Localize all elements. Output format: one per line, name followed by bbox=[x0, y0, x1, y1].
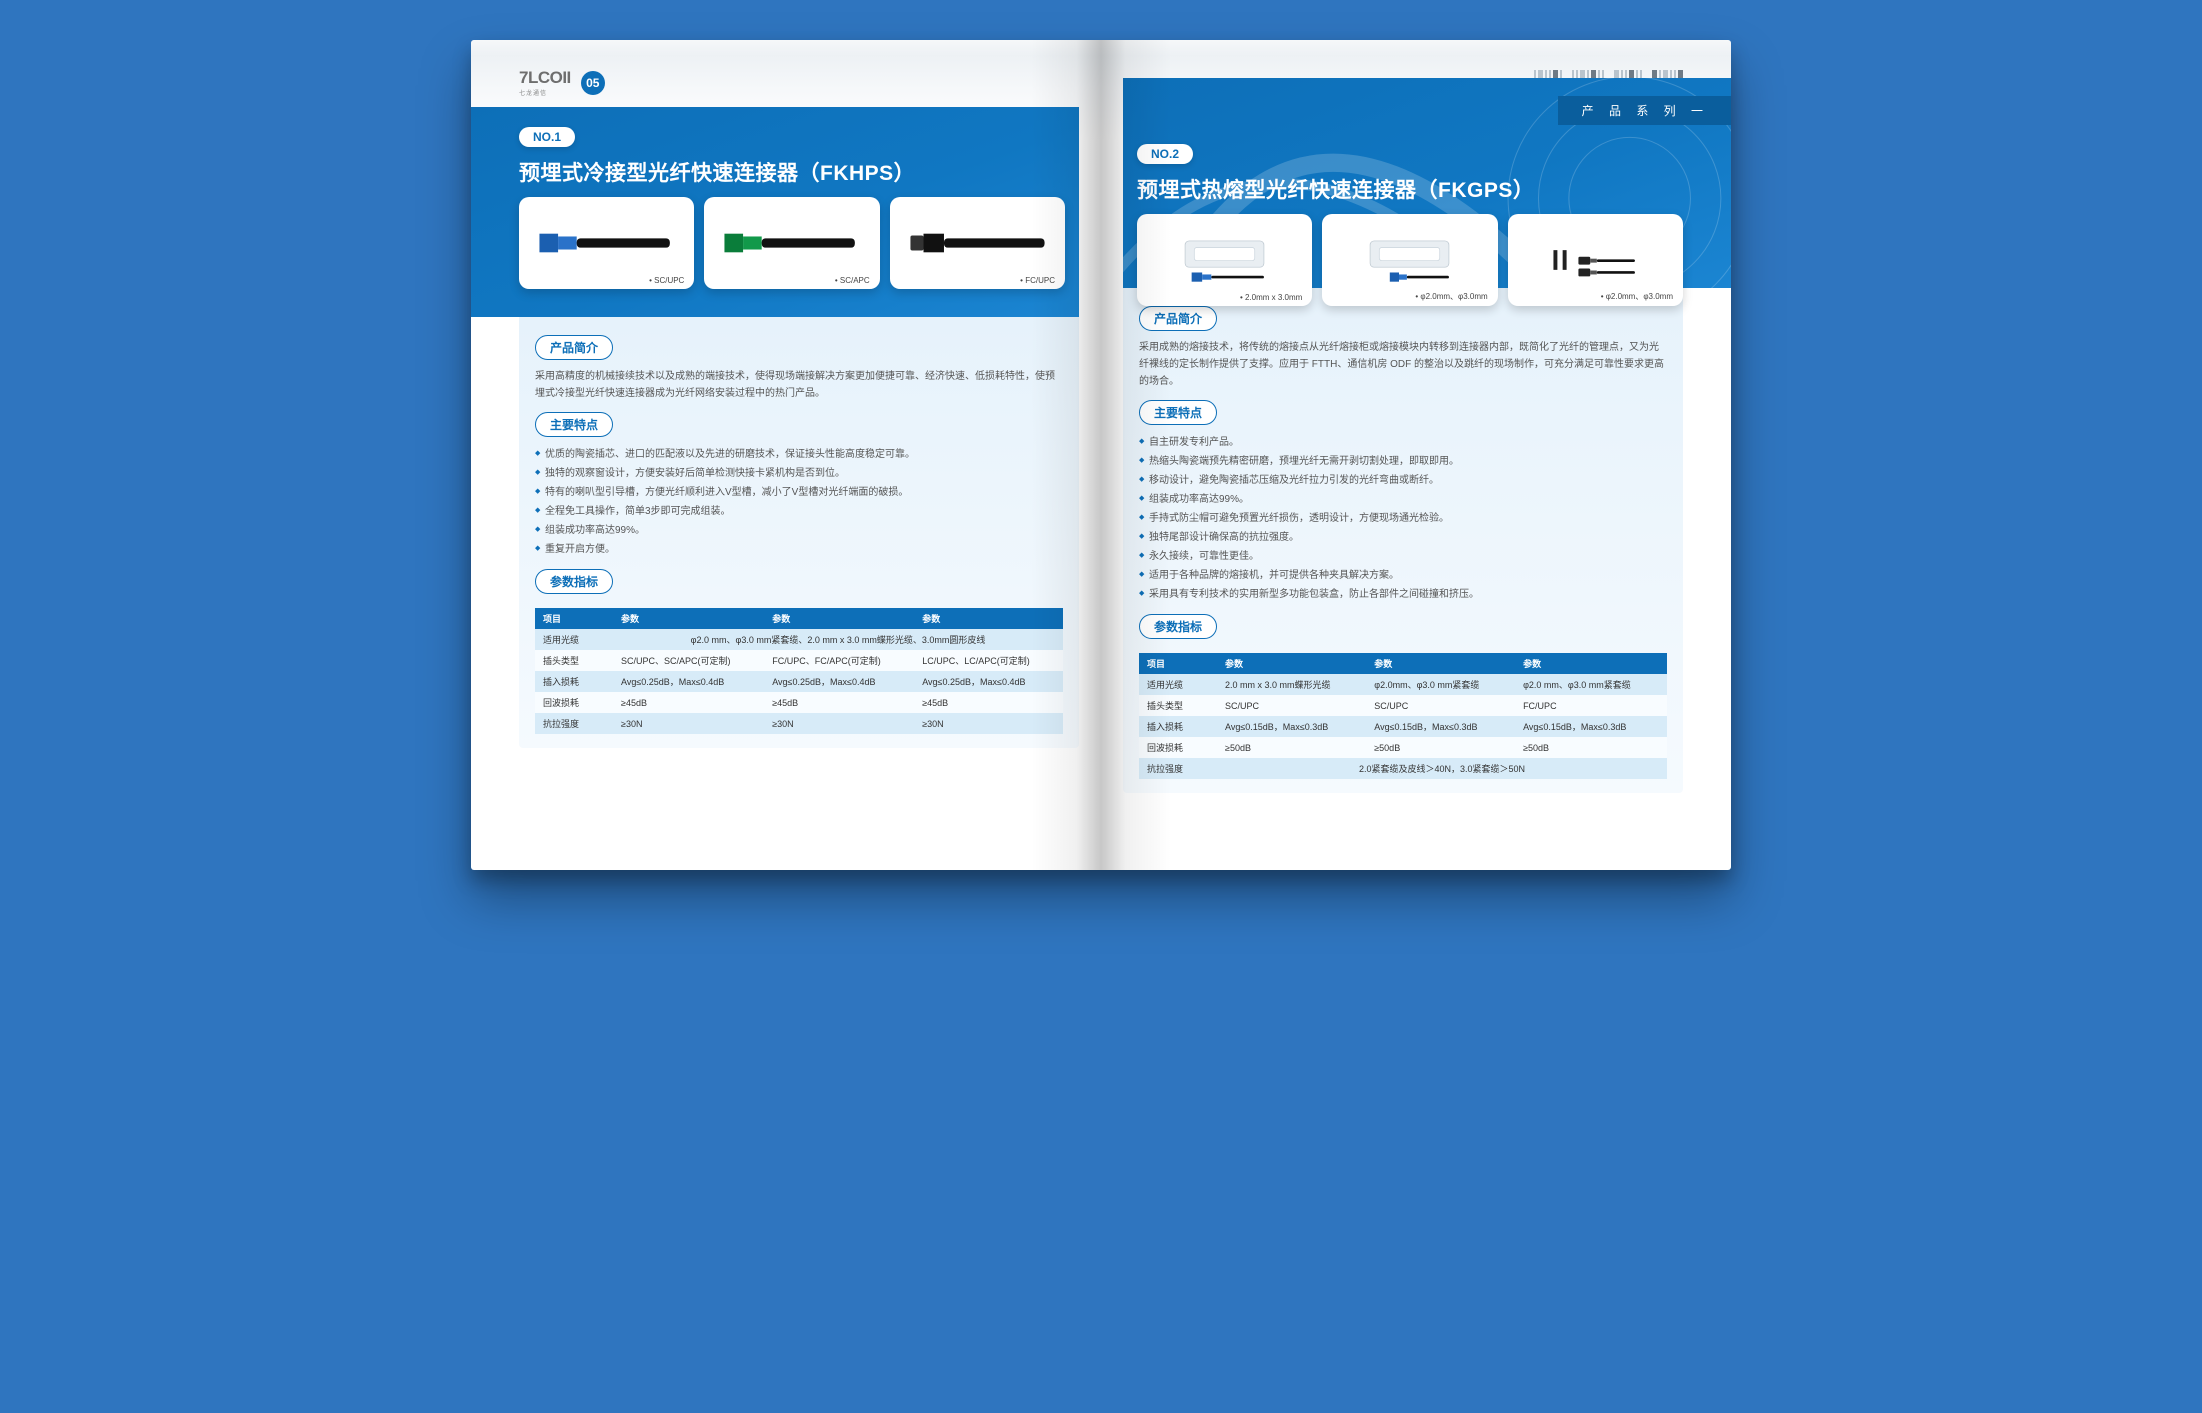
left-image-cap-2: • SC/APC bbox=[835, 276, 870, 285]
table-row: 插头类型 SC/UPC、SC/APC(可定制) FC/UPC、FC/APC(可定… bbox=[535, 650, 1063, 671]
list-item: 适用于各种品牌的熔接机，并可提供各种夹具解决方案。 bbox=[1139, 566, 1667, 585]
left-intro-pill: 产品简介 bbox=[535, 335, 613, 360]
list-item: 手持式防尘帽可避免预置光纤损伤，透明设计，方便现场通光检验。 bbox=[1139, 509, 1667, 528]
list-item: 特有的喇叭型引导槽，方便光纤顺利进入V型槽，减小了V型槽对光纤端面的破损。 bbox=[535, 483, 1063, 502]
left-hero: NO.1 预埋式冷接型光纤快速连接器（FKHPS） • SC/UPC • SC/… bbox=[471, 107, 1079, 317]
left-image-cap-3: • FC/UPC bbox=[1020, 276, 1055, 285]
th: 参数 bbox=[613, 608, 764, 629]
th: 参数 bbox=[1515, 653, 1667, 674]
logo-mark: 7LCOII bbox=[519, 68, 571, 88]
right-feature-list: 自主研发专利产品。 热缩头陶瓷端预先精密研磨，预埋光纤无需开剥切割处理，即取即用… bbox=[1139, 433, 1667, 604]
table-row: 回波损耗 ≥50dB ≥50dB ≥50dB bbox=[1139, 737, 1667, 758]
list-item: 独特尾部设计确保高的抗拉强度。 bbox=[1139, 528, 1667, 547]
table-row: 插入损耗 Avg≤0.15dB，Max≤0.3dB Avg≤0.15dB，Max… bbox=[1139, 716, 1667, 737]
fc-round-icon bbox=[1521, 237, 1670, 283]
list-item: 采用具有专利技术的实用新型多功能包装盒，防止各部件之间碰撞和挤压。 bbox=[1139, 585, 1667, 604]
th: 参数 bbox=[764, 608, 914, 629]
right-param-table: 项目 参数 参数 参数 适用光缆 2.0 mm x 3.0 mm蝶形光缆 φ2.… bbox=[1139, 653, 1667, 779]
right-image-cap-2: • φ2.0mm、φ3.0mm bbox=[1415, 291, 1487, 302]
left-intro-text: 采用高精度的机械接续技术以及成熟的端接技术，使得现场端接解决方案更加便捷可靠、经… bbox=[535, 368, 1063, 402]
list-item: 移动设计，避免陶瓷插芯压缩及光纤拉力引发的光纤弯曲或断纤。 bbox=[1139, 471, 1667, 490]
logo: 7LCOII 七龙通信 bbox=[519, 68, 571, 97]
no2-pill: NO.2 bbox=[1137, 144, 1193, 164]
list-item: 全程免工具操作，简单3步即可完成组装。 bbox=[535, 502, 1063, 521]
right-image-card-3: • φ2.0mm、φ3.0mm bbox=[1508, 214, 1683, 306]
series-tag: 产 品 系 列 一 bbox=[1558, 96, 1731, 125]
list-item: 独特的观察窗设计，方便安装好后简单检测快接卡紧机构是否到位。 bbox=[535, 464, 1063, 483]
right-image-card-1: • 2.0mm x 3.0mm bbox=[1137, 214, 1312, 306]
page-number-badge: 05 bbox=[581, 71, 605, 95]
right-feat-pill: 主要特点 bbox=[1139, 400, 1217, 425]
connector-sc-apc-icon bbox=[717, 220, 866, 266]
left-image-cap-1: • SC/UPC bbox=[649, 276, 684, 285]
page-right: 产 品 系 列 一 NO.2 预埋式热熔型光纤快速连接器（FKGPS） • 2.… bbox=[1101, 40, 1731, 870]
right-param-pill: 参数指标 bbox=[1139, 614, 1217, 639]
brochure-spread: 7LCOII 七龙通信 05 NO.1 预埋式冷接型光纤快速连接器（FKHPS）… bbox=[471, 40, 1731, 870]
left-param-table: 项目 参数 参数 参数 适用光缆 φ2.0 mm、φ3.0 mm紧套缆、2.0 … bbox=[535, 608, 1063, 734]
left-image-card-3: • FC/UPC bbox=[890, 197, 1065, 289]
th: 参数 bbox=[914, 608, 1063, 629]
left-feat-pill: 主要特点 bbox=[535, 412, 613, 437]
list-item: 自主研发专利产品。 bbox=[1139, 433, 1667, 452]
logo-sub-cn: 七龙通信 bbox=[519, 88, 571, 97]
connector-sc-upc-icon bbox=[532, 220, 681, 266]
right-image-cap-1: • 2.0mm x 3.0mm bbox=[1240, 293, 1302, 302]
right-body: 产品简介 采用成熟的熔接技术，将传统的熔接点从光纤熔接柜或熔接模块内转移到连接器… bbox=[1123, 288, 1683, 793]
table-row: 插入损耗 Avg≤0.25dB，Max≤0.4dB Avg≤0.25dB，Max… bbox=[535, 671, 1063, 692]
list-item: 重复开启方便。 bbox=[535, 540, 1063, 559]
left-feature-list: 优质的陶瓷插芯、进口的匹配液以及先进的研磨技术，保证接头性能高度稳定可靠。 独特… bbox=[535, 445, 1063, 559]
table-row: 抗拉强度 2.0紧套缆及皮线＞40N，3.0紧套缆＞50N bbox=[1139, 758, 1667, 779]
right-image-card-2: • φ2.0mm、φ3.0mm bbox=[1322, 214, 1497, 306]
right-hero: 产 品 系 列 一 NO.2 预埋式热熔型光纤快速连接器（FKGPS） • 2.… bbox=[1123, 78, 1731, 288]
left-image-card-1: • SC/UPC bbox=[519, 197, 694, 289]
left-param-pill: 参数指标 bbox=[535, 569, 613, 594]
table-row: 适用光缆 φ2.0 mm、φ3.0 mm紧套缆、2.0 mm x 3.0 mm蝶… bbox=[535, 629, 1063, 650]
th: 参数 bbox=[1217, 653, 1366, 674]
right-intro-pill: 产品简介 bbox=[1139, 306, 1217, 331]
table-row: 插头类型 SC/UPC SC/UPC FC/UPC bbox=[1139, 695, 1667, 716]
package-sc-round-icon bbox=[1335, 237, 1484, 283]
list-item: 组装成功率高达99%。 bbox=[1139, 490, 1667, 509]
no1-pill: NO.1 bbox=[519, 127, 575, 147]
list-item: 热缩头陶瓷端预先精密研磨，预埋光纤无需开剥切割处理，即取即用。 bbox=[1139, 452, 1667, 471]
right-hero-title: 预埋式热熔型光纤快速连接器（FKGPS） bbox=[1137, 174, 1683, 204]
th: 参数 bbox=[1366, 653, 1515, 674]
table-row: 抗拉强度 ≥30N ≥30N ≥30N bbox=[535, 713, 1063, 734]
left-body: 产品简介 采用高精度的机械接续技术以及成熟的端接技术，使得现场端接解决方案更加便… bbox=[519, 317, 1079, 748]
connector-fc-upc-icon bbox=[903, 220, 1052, 266]
right-intro-text: 采用成熟的熔接技术，将传统的熔接点从光纤熔接柜或熔接模块内转移到连接器内部，既简… bbox=[1139, 339, 1667, 390]
list-item: 永久接续，可靠性更佳。 bbox=[1139, 547, 1667, 566]
th: 项目 bbox=[1139, 653, 1217, 674]
header-logo-row: 7LCOII 七龙通信 05 bbox=[519, 68, 1079, 97]
left-hero-title: 预埋式冷接型光纤快速连接器（FKHPS） bbox=[519, 157, 1065, 187]
th: 项目 bbox=[535, 608, 613, 629]
list-item: 组装成功率高达99%。 bbox=[535, 521, 1063, 540]
package-sc-icon bbox=[1150, 237, 1299, 283]
left-image-row: • SC/UPC • SC/APC • FC/UPC bbox=[519, 197, 1065, 289]
left-image-card-2: • SC/APC bbox=[704, 197, 879, 289]
right-image-row: • 2.0mm x 3.0mm • φ2.0mm、φ3.0mm bbox=[1137, 214, 1683, 306]
table-row: 适用光缆 2.0 mm x 3.0 mm蝶形光缆 φ2.0mm、φ3.0 mm紧… bbox=[1139, 674, 1667, 695]
table-row: 回波损耗 ≥45dB ≥45dB ≥45dB bbox=[535, 692, 1063, 713]
list-item: 优质的陶瓷插芯、进口的匹配液以及先进的研磨技术，保证接头性能高度稳定可靠。 bbox=[535, 445, 1063, 464]
right-image-cap-3: • φ2.0mm、φ3.0mm bbox=[1601, 291, 1673, 302]
page-left: 7LCOII 七龙通信 05 NO.1 预埋式冷接型光纤快速连接器（FKHPS）… bbox=[471, 40, 1101, 870]
